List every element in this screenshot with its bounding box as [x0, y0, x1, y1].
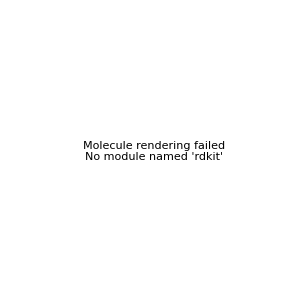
Text: Molecule rendering failed
No module named 'rdkit': Molecule rendering failed No module name… — [83, 141, 225, 162]
